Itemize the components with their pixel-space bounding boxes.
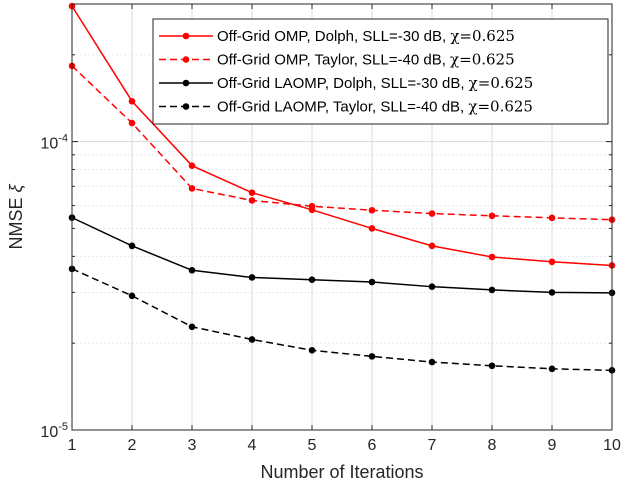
legend-label-name: Off-Grid OMP, Taylor, SLL=-40 dB, — [217, 52, 450, 69]
data-point — [188, 162, 196, 169]
data-point — [368, 353, 376, 360]
data-point — [188, 185, 196, 192]
legend-label-name: Off-Grid LAOMP, Taylor, SLL=-40 dB, — [217, 99, 468, 116]
legend-label-chi: χ=0.625 — [450, 27, 515, 45]
x-tick-label: 2 — [128, 437, 137, 454]
data-point — [128, 242, 136, 250]
x-tick-label: 8 — [488, 437, 497, 454]
data-point — [428, 358, 436, 366]
data-point — [188, 266, 196, 274]
data-point — [548, 258, 556, 266]
legend-label: Off-Grid OMP, Dolph, SLL=-30 dB, χ=0.625 — [217, 27, 515, 45]
x-tick-label: 4 — [248, 437, 257, 454]
data-point — [428, 283, 436, 290]
y-tick-base: 10 — [40, 424, 58, 441]
data-point — [308, 276, 316, 284]
legend-label-chi: χ=0.625 — [469, 74, 534, 92]
legend-label-name: Off-Grid OMP, Dolph, SLL=-30 dB, — [217, 28, 450, 45]
data-point — [248, 336, 256, 343]
x-tick-label: 10 — [603, 437, 621, 454]
data-point — [488, 286, 496, 294]
data-point — [548, 289, 556, 296]
legend-entry: Off-Grid LAOMP, Taylor, SLL=-40 dB, χ=0.… — [159, 98, 533, 116]
y-tick-labels: 10-410-5 — [40, 133, 68, 441]
y-axis-label-text: NMSE — [6, 198, 26, 250]
data-point — [428, 210, 436, 217]
series-line — [71, 216, 613, 294]
axes-box — [71, 3, 613, 431]
legend: Off-Grid OMP, Dolph, SLL=-30 dB, χ=0.625… — [152, 18, 609, 125]
y-tick-exponent: -4 — [58, 133, 68, 145]
x-tick-label: 9 — [548, 437, 557, 454]
x-tick-label: 7 — [428, 437, 437, 454]
y-tick-label: 10-5 — [40, 421, 68, 441]
data-point — [368, 278, 376, 286]
x-tick-label: 1 — [68, 437, 77, 454]
y-tick-base: 10 — [40, 136, 58, 153]
data-point — [368, 225, 376, 232]
data-point — [128, 119, 136, 127]
legend-label: Off-Grid OMP, Taylor, SLL=-40 dB, χ=0.62… — [217, 51, 515, 69]
axes — [71, 3, 613, 431]
x-tick-label: 5 — [308, 437, 317, 454]
data-point — [548, 365, 556, 373]
series-layer — [68, 2, 616, 374]
y-axis-label: NMSE ξ — [6, 184, 26, 250]
series-2 — [68, 62, 616, 224]
data-point — [248, 189, 256, 196]
x-tick-label: 3 — [188, 437, 197, 454]
x-axis-label: Number of Iterations — [260, 462, 423, 482]
data-point — [248, 274, 256, 281]
data-point — [308, 346, 316, 354]
data-point — [368, 206, 376, 214]
data-point — [128, 292, 136, 300]
legend-label: Off-Grid LAOMP, Taylor, SLL=-40 dB, χ=0.… — [217, 98, 533, 116]
data-point — [308, 202, 316, 210]
data-point — [488, 212, 496, 220]
series-line — [71, 5, 613, 267]
legend-marker — [182, 79, 190, 87]
y-tick-exponent: -5 — [58, 421, 68, 433]
legend-marker — [182, 32, 190, 40]
series-4 — [68, 265, 616, 374]
series-1 — [68, 2, 616, 269]
data-point — [128, 97, 136, 105]
legend-box — [152, 18, 609, 125]
data-point — [488, 253, 496, 261]
data-point — [428, 242, 436, 250]
legend-entry: Off-Grid OMP, Taylor, SLL=-40 dB, χ=0.62… — [159, 51, 515, 69]
series-line — [71, 268, 613, 372]
data-point — [248, 197, 256, 204]
series-3 — [68, 214, 616, 297]
y-tick-label: 10-4 — [40, 133, 68, 153]
legend-label-chi: χ=0.625 — [450, 51, 515, 69]
legend-label: Off-Grid LAOMP, Dolph, SLL=-30 dB, χ=0.6… — [217, 74, 533, 92]
legend-label-name: Off-Grid LAOMP, Dolph, SLL=-30 dB, — [217, 75, 469, 92]
legend-label-chi: χ=0.625 — [468, 98, 533, 116]
legend-entry: Off-Grid OMP, Dolph, SLL=-30 dB, χ=0.625 — [159, 27, 515, 45]
legend-marker — [182, 56, 190, 63]
x-tick-labels: 1 2 3 4 5 6 7 8 9 10 — [68, 437, 621, 454]
data-point — [488, 362, 496, 370]
x-tick-label: 6 — [368, 437, 377, 454]
series-line — [71, 65, 613, 221]
legend-entry: Off-Grid LAOMP, Dolph, SLL=-30 dB, χ=0.6… — [159, 74, 533, 92]
y-axis-label-symbol: ξ — [6, 184, 26, 193]
data-point — [548, 214, 556, 222]
legend-marker — [182, 103, 190, 110]
data-point — [188, 323, 196, 331]
